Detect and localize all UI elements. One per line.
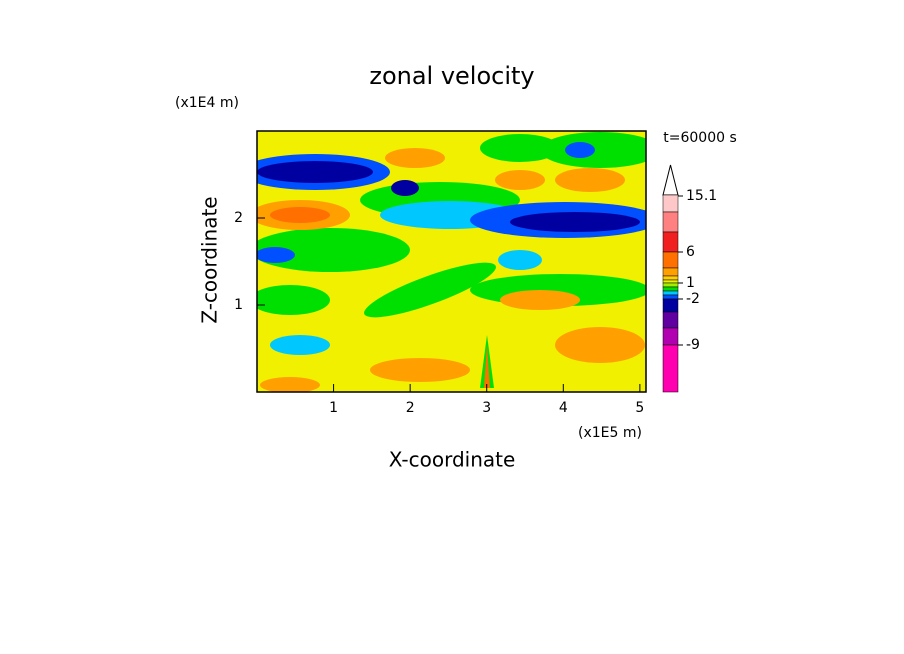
x-tick-label: 4: [559, 400, 568, 416]
colorbar-box: [662, 282, 679, 288]
colorbar-extend: [662, 164, 679, 196]
colorbar-box: [662, 267, 679, 277]
colorbar-box: [662, 251, 679, 269]
colorbar-label: 6: [686, 244, 695, 260]
y-axis-label: Z-coordinate: [198, 196, 222, 323]
x-tick-label: 5: [635, 400, 644, 416]
colorbar-box: [662, 294, 679, 300]
y-tick-label: 1: [234, 297, 243, 313]
colorbar-box: [662, 194, 679, 213]
x-tick-label: 2: [406, 400, 415, 416]
y-unit: (x1E4 m): [175, 95, 239, 111]
colorbar-box: [662, 290, 679, 296]
colorbar-label: 15.1: [686, 188, 717, 204]
x-tick-label: 1: [329, 400, 338, 416]
colorbar-label: -2: [686, 291, 700, 307]
colorbar-box: [662, 211, 679, 233]
colorbar-box: [662, 327, 679, 346]
contour-field: [257, 131, 646, 392]
x-unit: (x1E5 m): [578, 425, 642, 441]
colorbar-box: [662, 231, 679, 253]
colorbar-box: [662, 279, 679, 284]
colorbar-box: [662, 311, 679, 329]
y-tick-label: 2: [234, 210, 243, 226]
colorbar-box: [662, 298, 679, 313]
colorbar-label: 1: [686, 275, 695, 291]
chart-title: zonal velocity: [369, 62, 534, 90]
colorbar-label: -9: [686, 337, 700, 353]
x-tick-label: 3: [482, 400, 491, 416]
time-annotation: t=60000 s: [663, 130, 737, 146]
colorbar-box: [662, 286, 679, 292]
x-axis-label: X-coordinate: [389, 448, 516, 472]
colorbar-box: [662, 275, 679, 281]
plot-frame: [256, 130, 647, 393]
colorbar-box: [662, 344, 679, 393]
